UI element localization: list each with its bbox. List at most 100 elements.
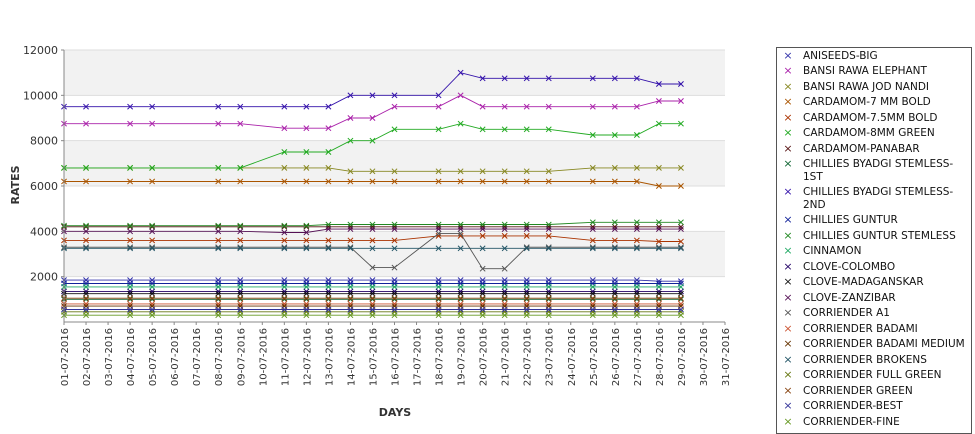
data-point xyxy=(237,244,244,251)
data-point xyxy=(611,290,618,297)
data-point xyxy=(611,295,618,302)
data-point xyxy=(457,226,464,233)
legend-item: × CORRIENDER BADAMI xyxy=(777,321,971,337)
data-point xyxy=(435,295,442,302)
data-point xyxy=(633,164,640,171)
data-point xyxy=(523,300,530,307)
data-point xyxy=(677,238,684,245)
data-point xyxy=(677,226,684,233)
data-point xyxy=(127,312,134,319)
data-point xyxy=(677,288,684,295)
data-point xyxy=(589,244,596,251)
data-point xyxy=(479,245,486,252)
data-point xyxy=(325,245,332,252)
data-point xyxy=(611,244,618,251)
data-point xyxy=(149,312,156,319)
series-group xyxy=(61,226,684,236)
data-point xyxy=(149,178,156,185)
data-point xyxy=(545,168,552,175)
data-point xyxy=(589,223,596,230)
data-point xyxy=(611,288,618,295)
data-point xyxy=(633,296,640,303)
data-point xyxy=(501,290,508,297)
legend-item: × CORRIENDER FULL GREEN xyxy=(777,368,971,384)
data-point xyxy=(215,103,222,110)
data-point xyxy=(303,296,310,303)
data-point xyxy=(83,164,89,171)
data-point xyxy=(369,226,376,233)
data-point xyxy=(523,232,530,239)
data-point xyxy=(347,244,354,251)
data-point xyxy=(479,103,486,110)
data-point xyxy=(325,296,332,303)
data-point xyxy=(457,300,464,307)
data-point xyxy=(127,120,134,127)
data-point xyxy=(237,312,244,319)
data-point xyxy=(435,126,442,133)
data-point xyxy=(303,245,310,252)
data-point xyxy=(347,168,354,175)
data-point xyxy=(325,290,332,297)
data-point xyxy=(655,244,662,251)
data-point xyxy=(391,264,398,271)
data-point xyxy=(457,92,464,99)
data-point xyxy=(677,295,684,302)
data-point xyxy=(347,283,354,290)
data-point xyxy=(611,75,618,82)
data-point xyxy=(149,120,156,127)
data-point xyxy=(215,295,222,302)
data-point xyxy=(633,103,640,110)
legend-item: × CARDAMOM-7.5MM BOLD xyxy=(777,110,971,126)
x-tick-label: 13-07-2016 xyxy=(324,328,335,386)
legend-marker-icon: × xyxy=(783,383,793,397)
series-group xyxy=(61,283,684,290)
data-point xyxy=(677,296,684,303)
data-point xyxy=(325,125,332,132)
data-point xyxy=(457,230,464,237)
x-tick-label: 01-07-2016 xyxy=(60,328,71,386)
x-tick-label: 05-07-2016 xyxy=(148,328,159,386)
data-point xyxy=(237,288,244,295)
data-point xyxy=(369,296,376,303)
data-point xyxy=(611,300,618,307)
data-point xyxy=(215,164,222,171)
data-point xyxy=(589,283,596,290)
data-point xyxy=(435,290,442,297)
legend-label: CORRIENDER-FINE xyxy=(803,415,900,428)
legend-label: CINNAMON xyxy=(803,245,862,257)
data-point xyxy=(457,296,464,303)
data-point xyxy=(655,300,662,307)
data-point xyxy=(127,306,134,313)
data-point xyxy=(589,300,596,307)
data-point xyxy=(281,125,288,132)
data-point xyxy=(677,245,684,252)
data-point xyxy=(655,283,662,290)
data-point xyxy=(127,223,134,230)
data-point xyxy=(655,306,662,313)
data-point xyxy=(457,288,464,295)
x-tick-label: 17-07-2016 xyxy=(413,328,424,386)
data-point xyxy=(347,245,354,252)
data-point xyxy=(237,283,244,290)
legend-label: CORRIENDER FULL GREEN xyxy=(803,369,942,381)
data-point xyxy=(391,306,398,313)
data-point xyxy=(457,168,464,175)
data-point xyxy=(215,306,222,313)
data-point xyxy=(303,244,310,251)
x-tick-label: 15-07-2016 xyxy=(369,328,380,386)
data-point xyxy=(391,283,398,290)
data-point xyxy=(237,228,244,235)
data-point xyxy=(479,226,486,233)
data-point xyxy=(325,244,332,251)
data-point xyxy=(149,103,156,110)
data-point xyxy=(369,264,376,271)
data-point xyxy=(281,288,288,295)
data-point xyxy=(501,226,508,233)
x-tick-label: 12-07-2016 xyxy=(302,328,313,386)
series-group xyxy=(61,219,684,229)
data-point xyxy=(435,168,442,175)
data-point xyxy=(435,245,442,252)
data-point xyxy=(281,149,288,155)
x-tick-labels: 01-07-2016 02-07-2016 03-07-2016 04-07-2016… xyxy=(60,328,732,386)
data-point xyxy=(303,178,310,185)
